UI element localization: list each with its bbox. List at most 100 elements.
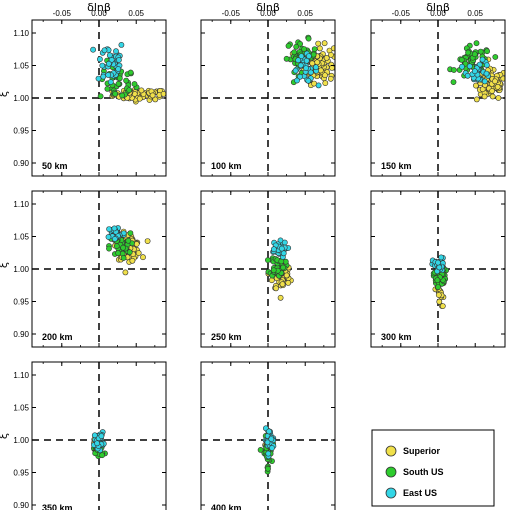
superior-point (336, 80, 341, 85)
superior-point (133, 241, 140, 247)
east-us-point (436, 264, 443, 271)
south-us-point (305, 35, 312, 42)
depth-label: 350 km (42, 503, 73, 510)
south-us-point (280, 264, 286, 271)
superior-point (315, 40, 322, 47)
east-us-point (111, 225, 118, 232)
y-axis-title: ξ (0, 91, 10, 97)
south-us-point (458, 57, 465, 63)
south-us-point (257, 446, 264, 453)
superior-point (436, 298, 443, 305)
east-us-point (438, 254, 445, 261)
south-us-point (265, 465, 271, 472)
superior-point (435, 292, 442, 298)
south-us-point (471, 51, 478, 58)
east-us-point (459, 63, 465, 70)
superior-point (279, 281, 286, 288)
x-axis-title: δlnβ (256, 1, 280, 14)
superior-point (149, 92, 156, 99)
south-us-point (285, 43, 292, 49)
panel-0: -0.05 0.00 0.05 1.10 1.05 1.00 0.95 0.90 δlnβ ξ 50… (0, 1, 167, 177)
superior-point (322, 72, 328, 79)
south-us-point (264, 257, 271, 263)
y-tick-label: 1.10 (13, 371, 29, 380)
points (264, 237, 294, 301)
south-us-point (301, 46, 307, 52)
superior-point (473, 96, 480, 103)
east-us-point (94, 440, 100, 447)
east-us-point (269, 445, 275, 451)
legend-label: Superior (403, 446, 441, 456)
south-us-point (450, 79, 457, 85)
south-us-point (99, 452, 105, 459)
x-tick-label: 0.05 (128, 9, 144, 18)
superior-point (330, 45, 335, 52)
superior-point (314, 59, 321, 66)
superior-point (492, 78, 498, 85)
superior-point (329, 65, 335, 71)
depth-label: 400 km (211, 503, 242, 510)
south-us-point (293, 43, 300, 50)
depth-label: 150 km (381, 161, 412, 171)
x-tick-label: -0.05 (392, 9, 411, 18)
east-us-point (97, 56, 103, 63)
south-us-point (291, 49, 298, 56)
south-us-point (113, 243, 120, 249)
south-us-point (120, 255, 127, 261)
east-us-point (435, 259, 441, 266)
east-us-point (294, 77, 300, 84)
depth-label: 300 km (381, 332, 412, 342)
east-us-point (90, 46, 96, 53)
y-tick-label: 0.95 (13, 469, 29, 478)
east-us-point (106, 226, 112, 232)
south-us-point (126, 249, 133, 256)
superior-point (273, 285, 279, 292)
east-us-point (483, 70, 490, 77)
east-us-point (297, 73, 303, 80)
superior-point (285, 279, 292, 286)
x-axis-title: δlnβ (87, 1, 111, 14)
y-axis-title: ξ (0, 262, 10, 268)
x-tick-label: 0.00 (430, 9, 446, 18)
superior-point (152, 96, 159, 103)
panel-2: -0.05 0.00 0.05 δlnβ 150 km (370, 1, 506, 177)
depth-label: 200 km (42, 332, 73, 342)
panel-3: 1.10 1.05 1.00 0.95 0.90 ξ 200 km (0, 190, 167, 348)
south-us-point (125, 237, 132, 244)
x-tick-label: -0.05 (222, 9, 241, 18)
east-us-point (471, 68, 478, 75)
east-us-point (303, 65, 309, 71)
east-us-point (479, 56, 486, 63)
superior-point (316, 45, 323, 52)
south-us-point (104, 86, 111, 92)
superior-point (322, 80, 329, 86)
south-us-point (484, 48, 490, 55)
y-tick-label: 0.95 (13, 127, 29, 136)
east-us-point (305, 53, 312, 59)
panel-5: 300 km (370, 190, 506, 348)
depth-label: 50 km (42, 161, 68, 171)
superior-point (500, 75, 505, 82)
east-us-point (303, 57, 310, 64)
east-us-point (105, 60, 112, 67)
south-us-point (119, 92, 126, 99)
superior-point (472, 82, 479, 89)
east-us-point (112, 236, 118, 242)
superior-point (135, 250, 142, 256)
y-tick-label: 1.05 (13, 404, 29, 413)
east-us-point (118, 42, 125, 48)
x-tick-label: 0.05 (297, 9, 313, 18)
y-tick-label: 0.90 (13, 501, 29, 510)
superior-point (489, 88, 495, 94)
south-us-point (97, 93, 104, 100)
east-us-point (105, 72, 112, 78)
east-us-point (99, 62, 106, 69)
y-tick-label: 0.95 (13, 298, 29, 307)
superior-point (321, 40, 328, 47)
east-us-point (312, 64, 319, 71)
superior-point (439, 303, 446, 309)
panel-4: 250 km (200, 190, 336, 348)
points (429, 254, 449, 309)
east-us-point (315, 82, 322, 89)
